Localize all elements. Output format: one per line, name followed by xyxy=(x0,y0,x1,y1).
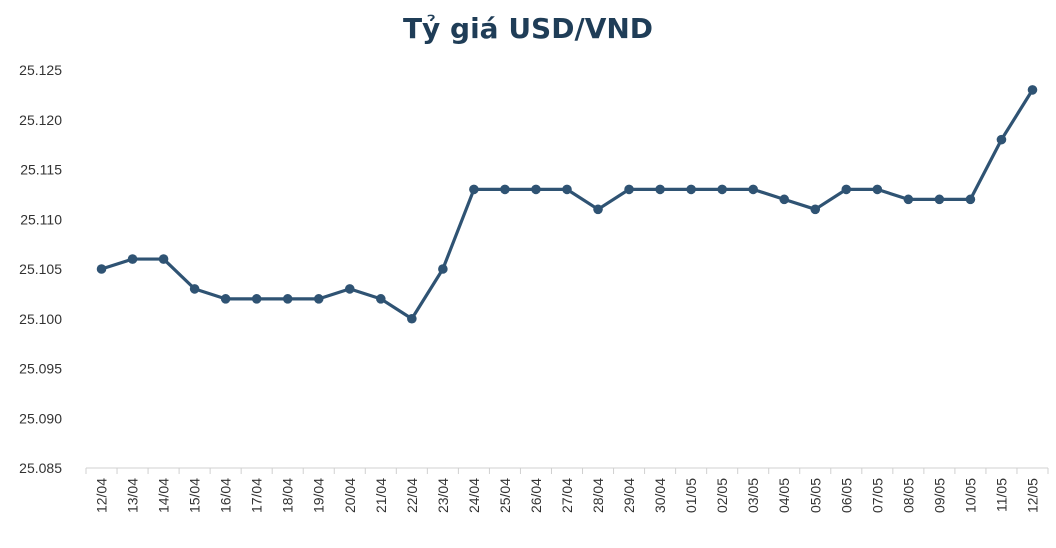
x-tick-label: 27/04 xyxy=(559,478,575,513)
data-point xyxy=(934,194,945,205)
data-point xyxy=(624,184,634,195)
x-tick-label: 12/05 xyxy=(1024,478,1040,513)
x-tick-label: 13/04 xyxy=(125,478,141,513)
y-tick-label: 25.105 xyxy=(19,261,62,277)
x-tick-label: 08/05 xyxy=(900,478,916,513)
x-axis-tick-labels: 12/04 13/04 14/04 15/04 16/04 17/04 18/04 19/04… xyxy=(94,478,1041,513)
data-point xyxy=(717,184,727,195)
x-tick-label: 03/05 xyxy=(745,478,761,513)
x-tick-label: 29/04 xyxy=(621,478,637,513)
data-point xyxy=(158,254,169,264)
x-tick-label: 14/04 xyxy=(156,478,172,513)
data-point xyxy=(531,184,541,195)
data-point xyxy=(562,184,572,195)
x-tick-label: 11/05 xyxy=(993,478,1009,512)
y-tick-label: 25.090 xyxy=(19,410,62,426)
data-point xyxy=(189,284,200,294)
y-tick-label: 25.100 xyxy=(19,311,62,327)
x-tick-label: 15/04 xyxy=(187,478,203,513)
x-tick-label: 25/04 xyxy=(497,478,513,513)
y-tick-label: 25.120 xyxy=(19,112,62,128)
data-point xyxy=(313,294,324,304)
x-tick-label: 23/04 xyxy=(435,478,451,513)
x-tick-label: 12/04 xyxy=(94,478,110,513)
data-point xyxy=(376,294,386,304)
x-tick-label: 17/04 xyxy=(249,478,265,513)
data-point xyxy=(965,194,976,205)
x-tick-label: 28/04 xyxy=(590,478,606,513)
data-point xyxy=(438,264,448,274)
data-point xyxy=(407,313,417,324)
data-point xyxy=(810,204,821,215)
x-tick-label: 04/05 xyxy=(776,478,792,513)
x-tick-label: 22/04 xyxy=(404,478,420,513)
data-point xyxy=(903,194,914,205)
y-tick-label: 25.125 xyxy=(19,62,62,78)
data-point xyxy=(220,294,231,304)
x-tick-label: 01/05 xyxy=(683,478,699,513)
data-point xyxy=(282,294,293,304)
data-point xyxy=(748,184,758,195)
data-point xyxy=(872,184,883,195)
x-tick-label: 30/04 xyxy=(652,478,668,513)
data-point xyxy=(251,294,262,304)
y-axis-tick-labels: 25.085 25.090 25.095 25.100 25.105 25.110 25.1… xyxy=(19,62,62,476)
data-point xyxy=(500,184,510,195)
chart-title: Tỷ giá USD/VND xyxy=(402,12,654,45)
x-axis-ticks xyxy=(85,468,1049,474)
y-tick-label: 25.085 xyxy=(19,460,62,476)
data-point xyxy=(593,204,603,215)
y-tick-label: 25.110 xyxy=(20,211,62,227)
y-tick-label: 25.095 xyxy=(19,361,62,377)
data-point xyxy=(127,254,138,264)
data-point xyxy=(655,184,665,195)
data-point xyxy=(344,284,355,294)
x-tick-label: 16/04 xyxy=(218,478,234,513)
x-tick-label: 24/04 xyxy=(466,478,482,513)
data-point xyxy=(779,194,790,205)
x-tick-label: 05/05 xyxy=(807,478,823,513)
data-point xyxy=(96,264,107,274)
x-tick-label: 20/04 xyxy=(342,478,358,513)
x-tick-label: 10/05 xyxy=(962,478,978,513)
x-tick-label: 21/04 xyxy=(373,478,389,513)
x-tick-label: 26/04 xyxy=(528,478,544,513)
data-point xyxy=(841,184,852,195)
x-tick-label: 07/05 xyxy=(869,478,885,513)
data-point xyxy=(996,134,1007,145)
x-tick-label: 18/04 xyxy=(280,478,296,513)
x-tick-label: 19/04 xyxy=(311,478,327,513)
x-tick-label: 06/05 xyxy=(838,478,854,513)
data-point xyxy=(1027,85,1038,95)
x-tick-label: 09/05 xyxy=(931,478,947,513)
y-tick-label: 25.115 xyxy=(20,162,62,178)
data-point xyxy=(469,184,479,195)
x-tick-label: 02/05 xyxy=(714,478,730,513)
data-point xyxy=(686,184,696,195)
series-group xyxy=(96,85,1038,324)
series-line xyxy=(99,88,1035,321)
